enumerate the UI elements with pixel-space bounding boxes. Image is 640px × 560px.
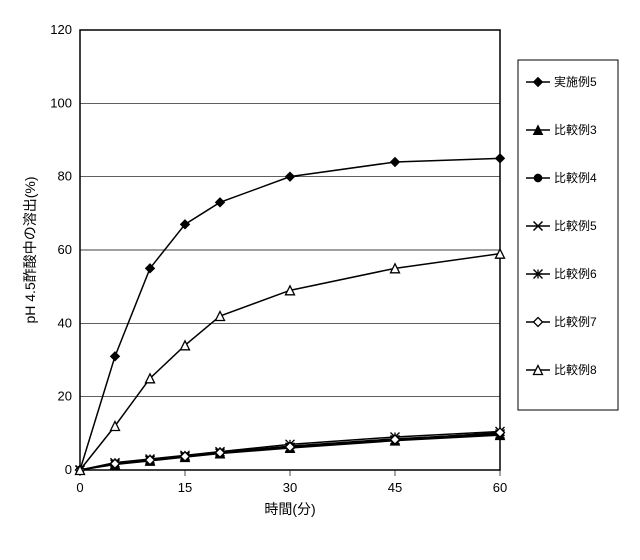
x-tick-label: 30: [283, 480, 297, 495]
y-tick-label: 20: [58, 389, 72, 404]
x-tick-label: 60: [493, 480, 507, 495]
legend-label: 比較例3: [554, 122, 597, 137]
chart-svg: 0 20 40 60 80 100 120 0 15 30 45 60 時間(分) pH 4.5酢酸中の溶…: [0, 0, 640, 560]
chart-container: 0 20 40 60 80 100 120 0 15 30 45 60 時間(分) pH 4.5酢酸中の溶…: [0, 0, 640, 560]
x-tick-label: 45: [388, 480, 402, 495]
legend-label: 比較例7: [554, 314, 597, 329]
y-tick-label: 60: [58, 242, 72, 257]
series: [76, 154, 505, 475]
x-tick-label: 0: [76, 480, 83, 495]
legend: [518, 60, 618, 410]
legend-label: 比較例4: [554, 170, 597, 185]
x-axis-label: 時間(分): [264, 501, 315, 517]
legend-label: 実施例5: [554, 74, 597, 89]
y-tick-label: 120: [50, 22, 72, 37]
y-axis-label: pH 4.5酢酸中の溶出(%): [22, 176, 38, 323]
legend-label: 比較例8: [554, 362, 597, 377]
legend-label: 比較例5: [554, 218, 597, 233]
y-tick-label: 40: [58, 315, 72, 330]
y-tick-label: 0: [65, 462, 72, 477]
x-tick-label: 15: [178, 480, 192, 495]
y-tick-label: 80: [58, 169, 72, 184]
legend-label: 比較例6: [554, 266, 597, 281]
y-tick-label: 100: [50, 95, 72, 110]
